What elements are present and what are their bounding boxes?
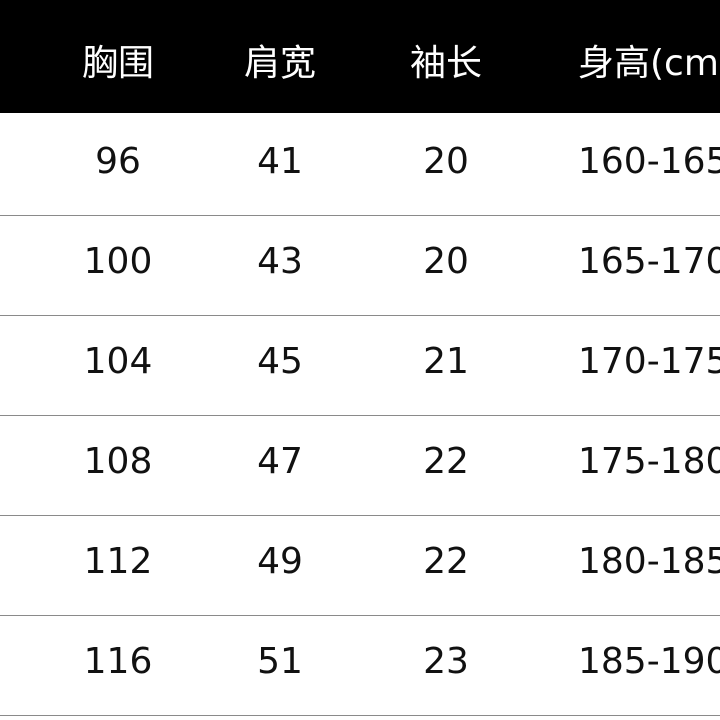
table-cell: 21: [423, 341, 469, 382]
table-cell: 22: [423, 541, 469, 582]
row-divider: [0, 215, 720, 216]
table-cell: 22: [423, 441, 469, 482]
table-cell: 43: [257, 241, 303, 282]
table-header: [0, 0, 720, 113]
table-cell: 23: [423, 641, 469, 682]
row-divider: [0, 515, 720, 516]
table-cell: 180-185: [578, 541, 720, 582]
table-cell: 160-165: [578, 141, 720, 182]
row-divider: [0, 715, 720, 716]
table-cell: 45: [257, 341, 303, 382]
table-cell: 104: [83, 341, 153, 382]
header-cell: 胸围: [81, 43, 155, 84]
table-cell: 49: [257, 541, 303, 582]
table-cell: 108: [83, 441, 153, 482]
row-divider: [0, 415, 720, 416]
table-cell: 41: [257, 141, 303, 182]
table-cell: 51: [257, 641, 303, 682]
table-cell: 175-180: [578, 441, 720, 482]
row-divider: [0, 315, 720, 316]
table-cell: 185-190: [578, 641, 720, 682]
table-cell: 170-175: [578, 341, 720, 382]
row-divider: [0, 615, 720, 616]
header-cell: 肩宽: [243, 43, 317, 84]
table-cell: 100: [83, 241, 153, 282]
table-cell: 20: [423, 241, 469, 282]
table-cell: 165-170: [578, 241, 720, 282]
header-cell: 身高(cm): [578, 43, 720, 84]
table-cell: 96: [95, 141, 141, 182]
table-cell: 47: [257, 441, 303, 482]
table-cell: 112: [83, 541, 153, 582]
table-cell: 20: [423, 141, 469, 182]
header-cell: 袖长: [409, 43, 483, 84]
table-cell: 116: [83, 641, 153, 682]
